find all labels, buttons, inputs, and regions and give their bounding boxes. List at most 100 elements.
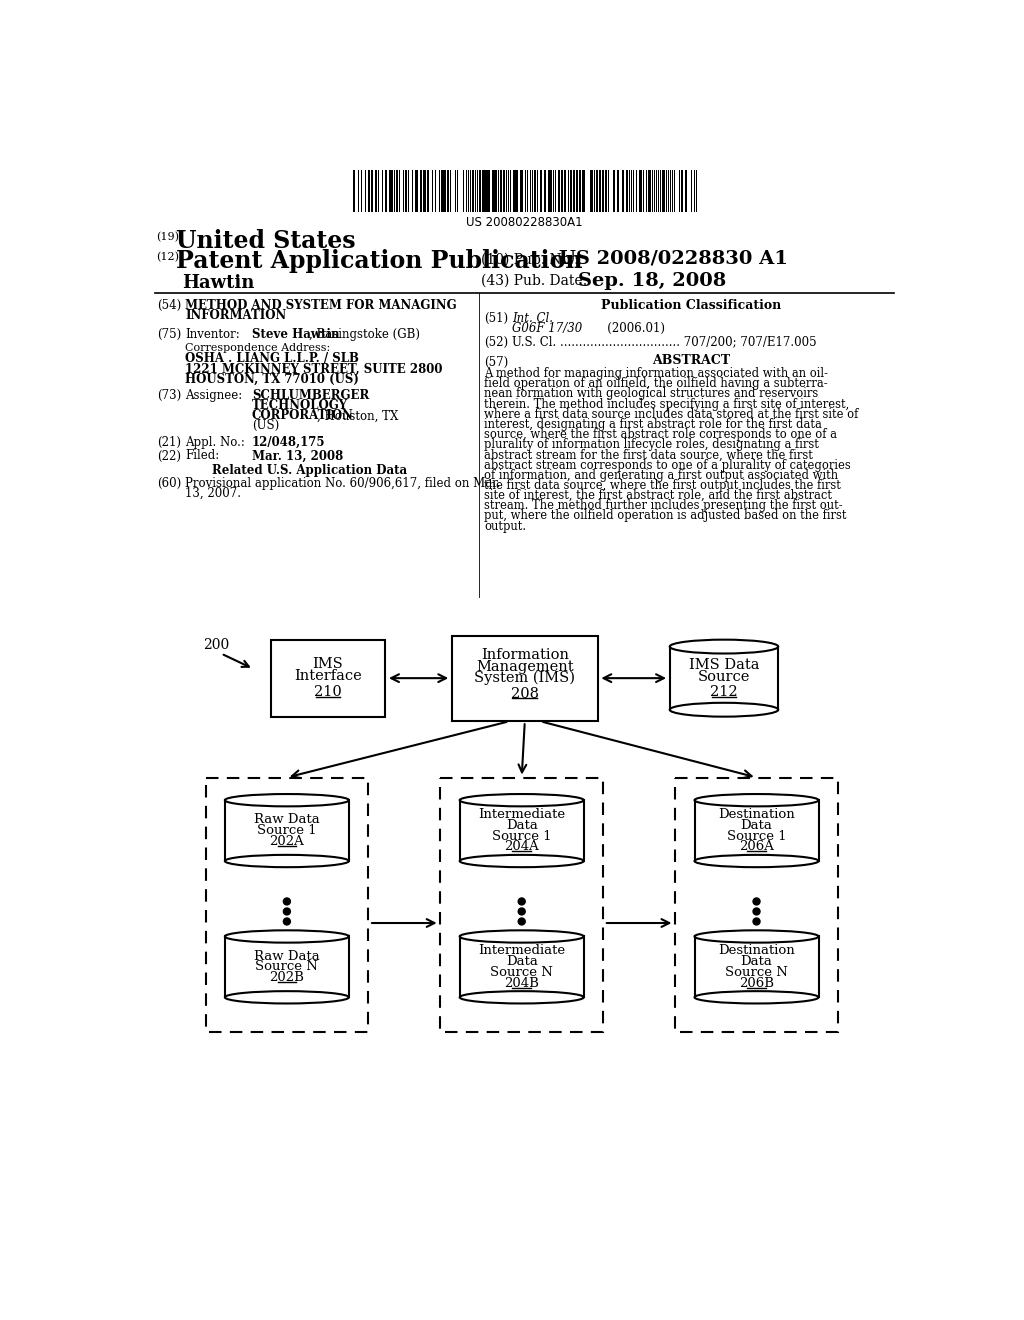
Text: Steve Hawtin: Steve Hawtin — [252, 327, 340, 341]
Text: 206B: 206B — [739, 977, 774, 990]
Bar — [460, 800, 584, 861]
Text: (US): (US) — [252, 420, 280, 433]
Text: (22): (22) — [158, 449, 181, 462]
Ellipse shape — [225, 991, 349, 1003]
Bar — [548, 170, 550, 213]
Bar — [531, 170, 534, 213]
Bar — [225, 800, 349, 861]
Text: Interface: Interface — [294, 669, 361, 682]
Bar — [440, 779, 603, 1032]
Text: Publication Classification: Publication Classification — [601, 298, 781, 312]
Text: Data: Data — [740, 954, 772, 968]
Circle shape — [518, 898, 525, 906]
Text: G06F 17/30: G06F 17/30 — [512, 322, 583, 335]
Text: (51): (51) — [484, 313, 509, 326]
Bar — [535, 170, 536, 213]
Circle shape — [753, 898, 760, 906]
Circle shape — [284, 898, 291, 906]
Text: (21): (21) — [158, 436, 181, 449]
Ellipse shape — [694, 991, 818, 1003]
Bar — [479, 170, 480, 213]
Bar — [569, 170, 572, 213]
Bar — [670, 647, 778, 710]
Text: 204B: 204B — [504, 977, 540, 990]
Bar — [520, 170, 521, 213]
Bar — [270, 640, 385, 717]
Text: source, where the first abstract role corresponds to one of a: source, where the first abstract role co… — [484, 428, 838, 441]
Text: Raw Data: Raw Data — [254, 813, 319, 826]
Bar — [636, 170, 637, 213]
Bar — [438, 170, 440, 213]
Bar — [622, 170, 624, 213]
Text: (19): (19) — [156, 232, 179, 243]
Text: abstract stream for the first data source, where the first: abstract stream for the first data sourc… — [484, 449, 813, 462]
Bar — [493, 170, 495, 213]
Bar — [500, 170, 502, 213]
Text: US 20080228830A1: US 20080228830A1 — [467, 216, 583, 230]
Text: nean formation with geological structures and reservoirs: nean formation with geological structure… — [484, 387, 819, 400]
Text: therein. The method includes specifying a first site of interest,: therein. The method includes specifying … — [484, 397, 850, 411]
Bar — [685, 170, 687, 213]
Text: 1221 MCKINNEY STREET, SUITE 2800: 1221 MCKINNEY STREET, SUITE 2800 — [185, 363, 442, 375]
Text: interest, designating a first abstract role for the first data: interest, designating a first abstract r… — [484, 418, 822, 430]
Text: (57): (57) — [484, 355, 509, 368]
Bar — [396, 170, 397, 213]
Text: Data: Data — [506, 954, 538, 968]
Text: Appl. No.:: Appl. No.: — [185, 436, 245, 449]
Bar — [417, 170, 418, 213]
Bar — [488, 170, 489, 213]
Text: field operation of an oilfield, the oilfield having a subterra-: field operation of an oilfield, the oilf… — [484, 378, 828, 391]
Text: 208: 208 — [511, 686, 539, 701]
Text: (2006.01): (2006.01) — [581, 322, 665, 335]
Bar — [627, 170, 628, 213]
Text: Provisional application No. 60/906,617, filed on Mar.: Provisional application No. 60/906,617, … — [185, 478, 501, 490]
Text: Information: Information — [481, 648, 568, 663]
Text: Destination: Destination — [718, 944, 795, 957]
Text: IMS: IMS — [312, 657, 343, 672]
Bar — [460, 936, 584, 998]
Bar — [607, 170, 609, 213]
Bar — [629, 170, 630, 213]
Text: Destination: Destination — [718, 808, 795, 821]
Text: Source 1: Source 1 — [492, 829, 552, 842]
Text: 212: 212 — [711, 685, 737, 700]
Bar — [427, 170, 429, 213]
Text: 202A: 202A — [269, 834, 304, 847]
Ellipse shape — [460, 795, 584, 807]
Text: (52): (52) — [484, 335, 509, 348]
Ellipse shape — [225, 855, 349, 867]
Text: Source N: Source N — [725, 966, 787, 979]
Bar — [617, 170, 620, 213]
Bar — [369, 170, 370, 213]
Bar — [470, 170, 471, 213]
Text: Related U.S. Application Data: Related U.S. Application Data — [212, 465, 408, 477]
Text: Source N: Source N — [490, 966, 553, 979]
Bar — [575, 170, 579, 213]
Bar — [563, 170, 566, 213]
Text: (75): (75) — [158, 327, 181, 341]
Bar — [443, 170, 445, 213]
Bar — [540, 170, 542, 213]
Text: 202B: 202B — [269, 972, 304, 985]
Text: 210: 210 — [314, 685, 342, 700]
Bar — [516, 170, 518, 213]
Ellipse shape — [694, 931, 818, 942]
Bar — [690, 170, 692, 213]
Bar — [378, 170, 379, 213]
Text: Source 1: Source 1 — [727, 829, 786, 842]
Bar — [640, 170, 642, 213]
Text: Inventor:: Inventor: — [185, 327, 240, 341]
Bar — [446, 170, 449, 213]
Text: where a first data source includes data stored at the first site of: where a first data source includes data … — [484, 408, 859, 421]
Bar — [579, 170, 581, 213]
Circle shape — [284, 908, 291, 915]
Bar — [423, 170, 426, 213]
Text: 204A: 204A — [505, 841, 539, 853]
Text: (73): (73) — [158, 389, 181, 403]
Bar — [412, 170, 414, 213]
Text: (43) Pub. Date:: (43) Pub. Date: — [481, 275, 588, 288]
Text: put, where the oilfield operation is adjusted based on the first: put, where the oilfield operation is adj… — [484, 510, 847, 523]
Text: METHOD AND SYSTEM FOR MANAGING: METHOD AND SYSTEM FOR MANAGING — [185, 300, 457, 313]
Bar — [472, 170, 474, 213]
Text: INFORMATION: INFORMATION — [185, 309, 287, 322]
